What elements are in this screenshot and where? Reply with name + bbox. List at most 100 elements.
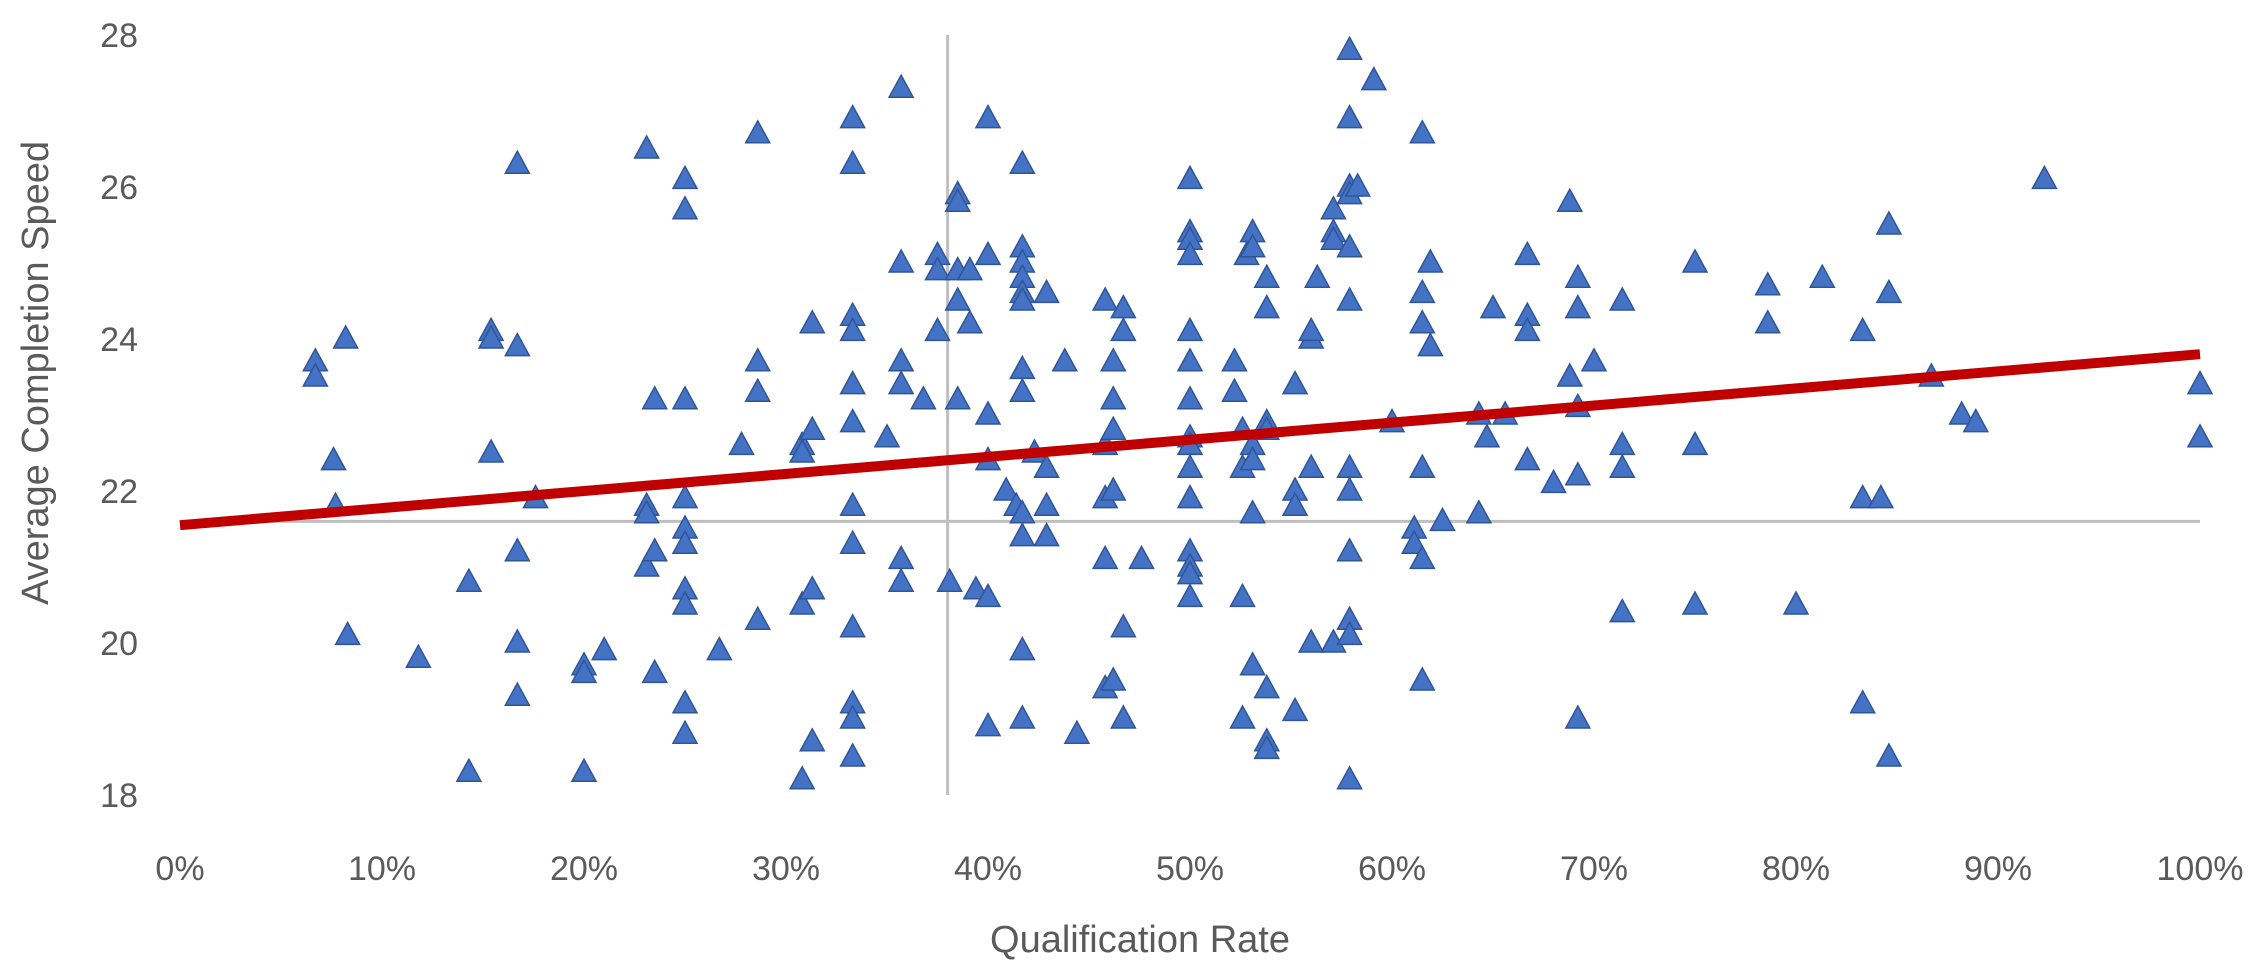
- x-tick-label: 60%: [1358, 850, 1426, 888]
- trendline-group: [179, 349, 2201, 531]
- x-tick-label: 80%: [1762, 850, 1830, 888]
- data-point: [1009, 704, 1036, 729]
- data-point: [887, 248, 915, 273]
- data-point: [1221, 377, 1248, 402]
- data-point: [798, 415, 826, 440]
- data-point: [1239, 499, 1266, 524]
- data-point: [2186, 370, 2214, 395]
- data-point: [1009, 286, 1036, 311]
- data-point: [1099, 476, 1127, 501]
- data-point: [570, 658, 598, 684]
- data-point: [1320, 225, 1347, 250]
- data-point: [1110, 316, 1137, 342]
- data-point: [839, 316, 866, 342]
- data-point: [1176, 316, 1204, 342]
- data-point: [1110, 613, 1137, 638]
- data-point: [1176, 240, 1204, 266]
- data-point: [504, 332, 531, 357]
- data-point: [332, 324, 359, 349]
- data-point: [839, 704, 866, 729]
- data-point: [1128, 544, 1155, 570]
- data-point: [1556, 187, 1584, 212]
- data-point: [1336, 286, 1363, 311]
- data-point: [1479, 294, 1507, 319]
- data-point: [788, 438, 816, 463]
- data-point: [974, 104, 1002, 129]
- data-point: [992, 476, 1020, 501]
- data-point: [1875, 210, 1903, 235]
- data-point: [1239, 446, 1266, 471]
- data-point: [477, 324, 505, 349]
- reference-lines: [180, 35, 2200, 795]
- data-point: [504, 537, 531, 562]
- data-point: [1409, 309, 1436, 334]
- data-point: [1336, 476, 1363, 501]
- data-point: [1336, 765, 1363, 790]
- data-point: [1253, 674, 1281, 699]
- data-point: [1009, 636, 1036, 661]
- data-point: [405, 643, 432, 668]
- data-point: [1465, 499, 1493, 524]
- data-point: [1409, 453, 1436, 478]
- data-point: [590, 636, 618, 661]
- data-point: [1417, 332, 1444, 357]
- data-point: [962, 575, 990, 600]
- x-tick-label: 70%: [1560, 850, 1628, 888]
- data-point: [1229, 582, 1256, 608]
- data-point: [1239, 233, 1266, 258]
- data-point: [1091, 544, 1119, 570]
- data-point: [1609, 430, 1636, 456]
- data-point: [671, 195, 699, 220]
- data-point: [1281, 491, 1309, 516]
- data-point: [1221, 347, 1248, 372]
- x-tick-label: 100%: [2157, 850, 2244, 888]
- data-point: [455, 757, 483, 782]
- data-point: [1033, 522, 1060, 547]
- data-point: [910, 385, 937, 410]
- data-point: [1754, 271, 1781, 296]
- data-point: [2031, 164, 2058, 190]
- data-point: [1063, 719, 1091, 744]
- data-point: [887, 544, 915, 570]
- data-point: [1033, 491, 1060, 516]
- data-point: [788, 590, 816, 615]
- data-point: [1417, 248, 1444, 273]
- x-tick-label: 0%: [155, 850, 204, 888]
- data-point: [1564, 461, 1592, 486]
- trendline: [179, 349, 2201, 531]
- y-axis-ticks: 18 20 22 24 26 28: [100, 17, 138, 815]
- data-point: [1681, 430, 1709, 456]
- data-point: [1009, 522, 1036, 547]
- data-point: [477, 438, 505, 463]
- data-point: [504, 628, 531, 653]
- data-point: [839, 613, 866, 638]
- data-point: [1948, 400, 1975, 425]
- x-tick-label: 90%: [1964, 850, 2032, 888]
- y-tick-label: 28: [100, 17, 138, 55]
- data-point: [944, 286, 971, 311]
- data-point: [1409, 119, 1436, 144]
- data-point: [320, 446, 347, 471]
- data-point: [1239, 651, 1266, 676]
- x-tick-label: 10%: [348, 850, 416, 888]
- y-tick-label: 24: [100, 321, 138, 359]
- data-point: [671, 164, 699, 190]
- data-point: [744, 347, 771, 372]
- data-point: [1336, 35, 1363, 60]
- data-point: [671, 689, 699, 714]
- data-point: [1303, 263, 1331, 288]
- data-point: [839, 529, 866, 554]
- data-point: [1051, 347, 1079, 372]
- y-tick-label: 22: [100, 473, 138, 511]
- data-point: [1253, 734, 1281, 760]
- data-point: [944, 385, 971, 410]
- data-point: [1033, 278, 1060, 304]
- data-point: [1681, 248, 1709, 273]
- data-point: [1297, 316, 1325, 342]
- data-point: [633, 499, 660, 524]
- data-point: [1176, 385, 1204, 410]
- data-point: [1609, 453, 1636, 478]
- data-point: [1609, 286, 1636, 311]
- data-point: [302, 362, 329, 387]
- data-point: [887, 73, 915, 98]
